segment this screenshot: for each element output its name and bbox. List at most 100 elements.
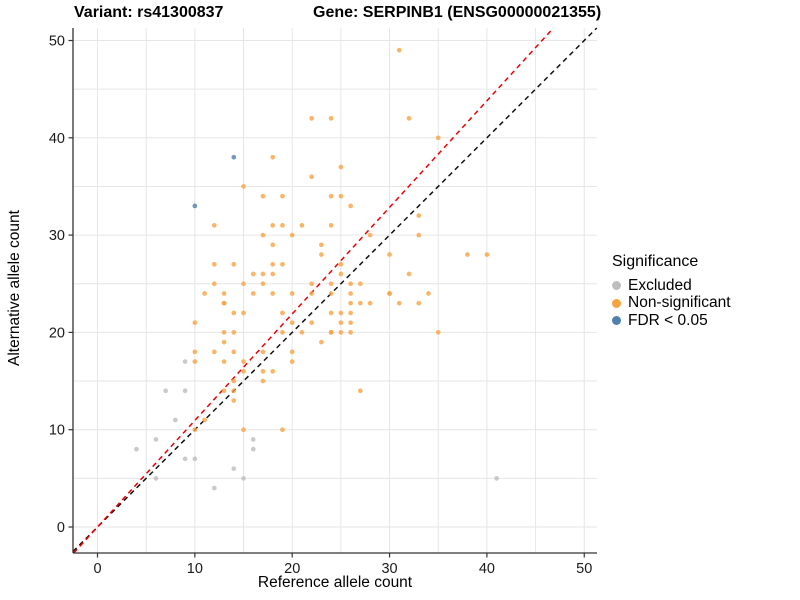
data-point <box>270 154 276 160</box>
data-point <box>182 388 188 394</box>
data-point <box>221 388 227 394</box>
data-point <box>328 115 334 121</box>
data-point <box>484 252 490 257</box>
data-point <box>309 281 315 287</box>
data-point <box>192 359 198 364</box>
data-point <box>357 388 363 394</box>
x-tick-label: 20 <box>284 561 300 577</box>
data-point <box>338 271 344 277</box>
data-point <box>153 476 159 481</box>
data-point <box>241 281 246 287</box>
data-point <box>192 203 198 209</box>
legend-item-excluded: Excluded <box>612 277 731 295</box>
legend: Significance Excluded Non-significant FD… <box>612 253 731 330</box>
legend-item-label: Excluded <box>628 276 692 294</box>
data-point <box>328 330 334 335</box>
identity-line <box>72 27 598 553</box>
y-tick-label: 50 <box>49 34 65 50</box>
y-axis-title: Alternative allele count <box>6 210 23 366</box>
y-tick-label: 30 <box>49 228 65 244</box>
data-point <box>289 232 295 238</box>
data-point <box>289 291 295 296</box>
data-point <box>231 330 237 335</box>
data-point <box>231 261 237 267</box>
data-point <box>280 310 285 316</box>
data-point <box>241 310 246 316</box>
data-point <box>270 261 276 267</box>
data-point <box>357 300 363 306</box>
data-point <box>289 349 295 355</box>
data-point <box>182 359 188 364</box>
data-point <box>221 359 227 364</box>
data-point <box>260 368 266 374</box>
data-point <box>319 242 324 248</box>
data-point <box>250 446 256 452</box>
data-point <box>250 437 256 442</box>
y-tick-label: 10 <box>49 423 65 439</box>
data-point <box>367 232 373 238</box>
data-point <box>309 174 315 180</box>
y-tick-label: 40 <box>49 131 65 147</box>
data-point <box>289 320 295 326</box>
data-point <box>309 320 315 326</box>
data-point <box>270 368 276 374</box>
fdr-swatch-icon <box>612 316 621 326</box>
x-tick-label: 30 <box>381 561 397 577</box>
data-point <box>338 330 344 335</box>
data-point <box>348 203 353 209</box>
data-point <box>241 368 246 374</box>
data-point <box>357 281 363 287</box>
data-point <box>270 291 276 296</box>
data-point <box>328 193 334 199</box>
data-point <box>328 281 334 287</box>
expected-ratio-line <box>73 27 554 554</box>
data-point <box>426 291 431 296</box>
data-point <box>270 271 276 277</box>
data-point <box>192 349 198 355</box>
data-point <box>270 242 276 248</box>
data-point <box>299 223 305 228</box>
legend-item-fdr: FDR < 0.05 <box>612 312 731 330</box>
data-point <box>367 300 373 306</box>
data-point <box>435 330 441 335</box>
data-point <box>319 339 324 345</box>
legend-item-nonsignificant: Non-significant <box>612 294 731 313</box>
data-point <box>328 223 334 228</box>
data-point <box>202 291 207 296</box>
data-point <box>319 252 324 257</box>
data-point <box>289 359 295 364</box>
x-tick-label: 40 <box>479 561 495 577</box>
data-point <box>416 300 422 306</box>
data-point <box>309 291 315 296</box>
data-point <box>211 281 217 287</box>
data-point <box>348 300 353 306</box>
data-point <box>387 291 392 296</box>
excluded-swatch-icon <box>612 281 621 291</box>
data-point <box>270 223 276 228</box>
gene-title: Gene: SERPINB1 (ENSG00000021355) <box>313 4 602 21</box>
data-point <box>260 232 266 238</box>
data-point <box>241 427 246 433</box>
data-point <box>231 378 237 384</box>
data-point <box>348 320 353 326</box>
data-point <box>153 437 159 442</box>
data-point <box>231 310 237 316</box>
data-point <box>182 456 188 462</box>
data-point <box>202 417 207 423</box>
data-point <box>163 388 168 394</box>
data-point <box>221 339 227 345</box>
data-point <box>231 349 237 355</box>
data-point <box>280 427 285 433</box>
data-point <box>396 300 402 306</box>
data-point <box>348 291 353 296</box>
data-point <box>280 223 285 228</box>
data-point <box>241 359 246 364</box>
data-point <box>494 476 499 481</box>
data-point <box>241 184 246 189</box>
data-point <box>231 398 237 403</box>
data-point <box>416 213 422 218</box>
nonsignificant-swatch-icon <box>612 298 621 308</box>
data-point <box>192 427 198 433</box>
data-point <box>338 310 344 316</box>
data-point <box>338 164 344 170</box>
